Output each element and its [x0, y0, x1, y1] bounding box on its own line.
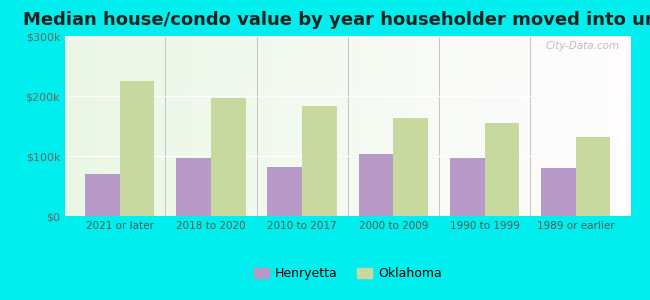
Bar	[302, 106, 337, 216]
Text: City-Data.com: City-Data.com	[545, 41, 619, 51]
Bar	[211, 98, 246, 216]
Title: Median house/condo value by year householder moved into unit: Median house/condo value by year househo…	[23, 11, 650, 29]
Bar	[450, 158, 484, 216]
Bar	[85, 174, 120, 216]
Bar	[120, 81, 155, 216]
Bar	[393, 118, 428, 216]
Bar	[576, 137, 610, 216]
Legend: Henryetta, Oklahoma: Henryetta, Oklahoma	[249, 262, 447, 285]
Bar	[176, 158, 211, 216]
Bar	[268, 167, 302, 216]
Bar	[359, 154, 393, 216]
Bar	[541, 168, 576, 216]
Bar	[484, 123, 519, 216]
